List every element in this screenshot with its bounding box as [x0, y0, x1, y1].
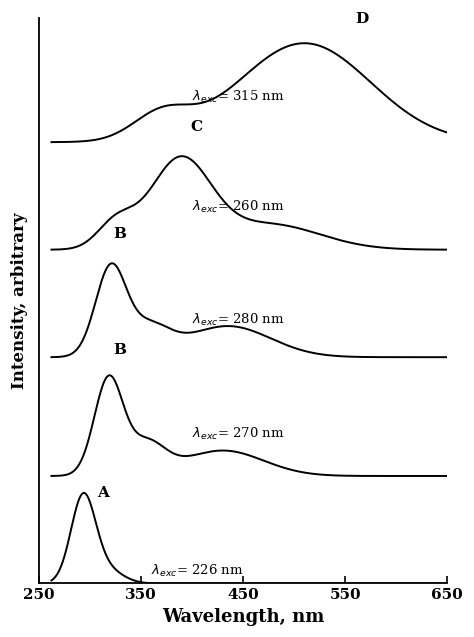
X-axis label: Wavelength, nm: Wavelength, nm — [162, 608, 324, 626]
Text: D: D — [355, 12, 368, 26]
Text: $\lambda_{exc}$= 260 nm: $\lambda_{exc}$= 260 nm — [192, 199, 285, 215]
Text: B: B — [114, 343, 127, 357]
Y-axis label: Intensity, arbitrary: Intensity, arbitrary — [11, 212, 28, 389]
Text: $\lambda_{exc}$= 226 nm: $\lambda_{exc}$= 226 nm — [151, 563, 244, 579]
Text: $\lambda_{exc}$= 280 nm: $\lambda_{exc}$= 280 nm — [192, 312, 285, 329]
Text: A: A — [97, 486, 109, 500]
Text: C: C — [190, 120, 202, 134]
Text: $\lambda_{exc}$= 270 nm: $\lambda_{exc}$= 270 nm — [192, 426, 285, 441]
Text: B: B — [114, 227, 127, 241]
Text: $\lambda_{exc}$= 315 nm: $\lambda_{exc}$= 315 nm — [192, 89, 285, 105]
